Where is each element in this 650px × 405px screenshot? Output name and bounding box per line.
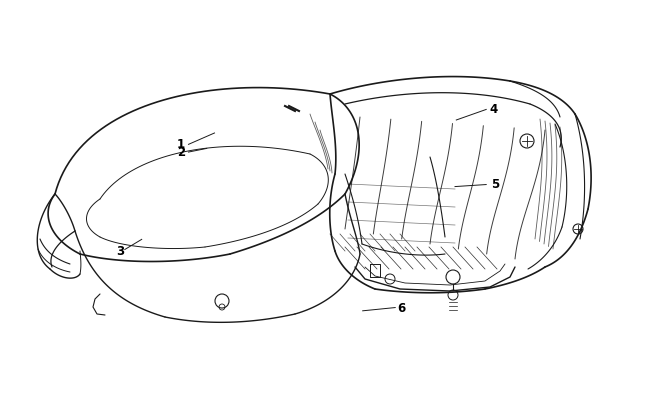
- Text: 6: 6: [398, 301, 406, 314]
- Text: 5: 5: [491, 178, 499, 191]
- Text: 4: 4: [490, 103, 498, 116]
- Text: 2: 2: [177, 145, 185, 158]
- Text: 1: 1: [177, 137, 185, 150]
- Text: 3: 3: [116, 245, 124, 258]
